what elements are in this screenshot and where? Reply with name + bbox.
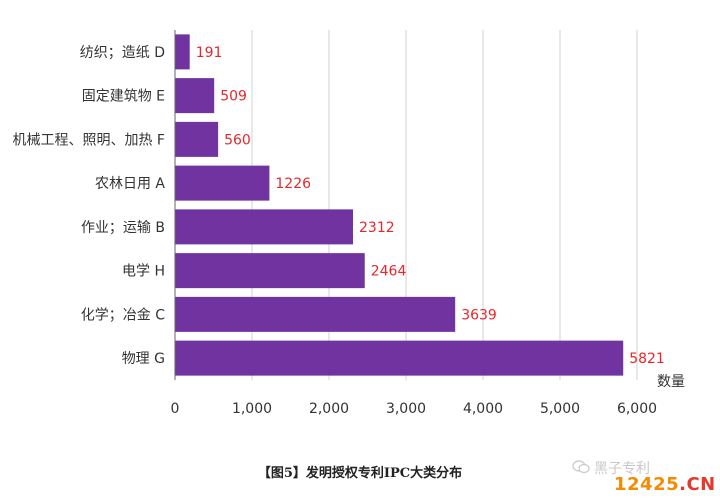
- category-labels: 纺织；造纸 D 固定建筑物 E 机械工程、照明、加热 F 农林日用 A 作业；运输 B 电…: [12, 45, 165, 367]
- figure-caption: 【图5】发明授权专利IPC大类分布: [257, 466, 463, 481]
- bar: [175, 165, 270, 201]
- watermark-text: 黑子专利: [594, 461, 650, 477]
- category-label: 机械工程、照明、加热 F: [12, 132, 165, 148]
- data-label: 2464: [371, 264, 407, 280]
- category-label: 农林日用 A: [95, 176, 165, 192]
- bars: [175, 34, 624, 376]
- site-watermark: 12425.CN: [614, 474, 716, 495]
- category-label: 纺织；造纸 D: [80, 45, 165, 61]
- bar: [175, 296, 456, 332]
- x-tick-label: 1,000: [232, 401, 272, 417]
- x-tick-label: 4,000: [463, 401, 503, 417]
- x-tick-label: 0: [171, 401, 180, 417]
- bar: [175, 209, 354, 245]
- x-tick-label: 2,000: [309, 401, 349, 417]
- data-label: 3639: [461, 307, 497, 323]
- bar-chart: 191 509 560 1226 2312 2464 3639 5821 纺织；造纸 D 固定建…: [12, 30, 685, 417]
- data-label: 509: [220, 89, 247, 105]
- x-tick-label: 6,000: [617, 401, 657, 417]
- bar: [175, 78, 215, 114]
- x-tick-labels: 0 1,000 2,000 3,000 4,000 5,000 6,000: [171, 401, 658, 417]
- bar: [175, 340, 624, 376]
- category-label: 作业；运输 B: [81, 220, 165, 236]
- bar: [175, 253, 365, 289]
- data-label: 560: [224, 132, 251, 148]
- category-label: 电学 H: [122, 264, 165, 280]
- x-tick-label: 5,000: [540, 401, 580, 417]
- x-axis-title: 数量: [657, 374, 685, 390]
- data-label: 191: [196, 45, 223, 61]
- category-label: 物理 G: [122, 351, 165, 367]
- x-tick-label: 3,000: [386, 401, 426, 417]
- data-label: 5821: [629, 351, 665, 367]
- category-label: 化学；冶金 C: [81, 307, 165, 323]
- category-label: 固定建筑物 E: [82, 89, 165, 105]
- site-watermark-main: 12425: [614, 474, 680, 495]
- bar: [175, 34, 190, 70]
- data-label: 1226: [275, 176, 311, 192]
- data-labels: 191 509 560 1226 2312 2464 3639 5821: [196, 45, 665, 367]
- site-watermark-suffix: .CN: [679, 474, 716, 495]
- bar: [175, 121, 219, 157]
- wechat-icon: [572, 460, 590, 474]
- data-label: 2312: [359, 220, 395, 236]
